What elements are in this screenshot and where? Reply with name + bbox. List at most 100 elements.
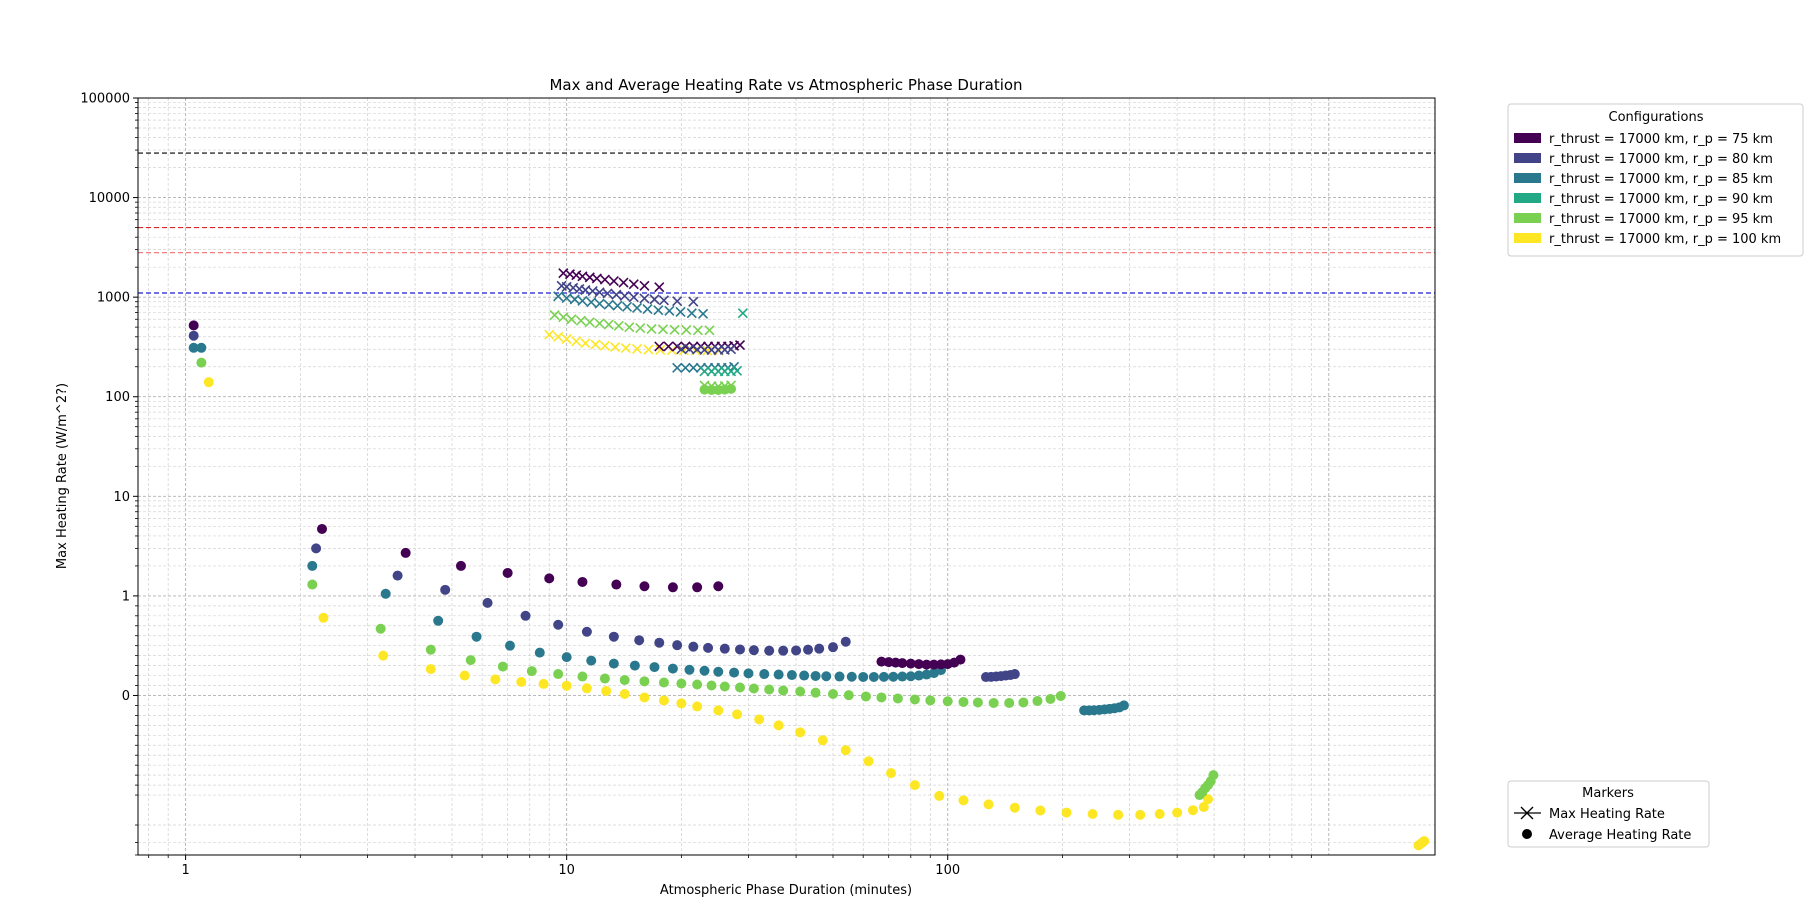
avg-heating-point <box>520 610 531 621</box>
max-heating-point <box>663 341 674 352</box>
avg-heating-point <box>526 666 537 677</box>
avg-heating-point <box>667 663 678 674</box>
avg-heating-point <box>713 666 724 677</box>
max-heating-point <box>603 299 614 310</box>
legend-swatch <box>1514 193 1541 203</box>
max-heating-point <box>657 324 669 335</box>
avg-heating-point <box>729 667 740 678</box>
avg-heating-point <box>699 384 710 395</box>
avg-heating-point <box>876 656 887 667</box>
avg-heating-point <box>892 693 903 704</box>
avg-heating-point <box>905 658 916 669</box>
avg-heating-point <box>599 673 610 684</box>
avg-heating-point <box>577 671 588 682</box>
max-heating-point <box>628 292 639 303</box>
max-heating-point <box>591 273 602 284</box>
max-heating-point <box>639 293 650 304</box>
max-heating-point <box>664 305 675 316</box>
max-heating-point <box>619 290 630 301</box>
avg-heating-point <box>719 681 730 692</box>
avg-heating-point <box>778 685 789 696</box>
avg-heating-point <box>380 588 391 599</box>
avg-heating-point <box>440 584 451 595</box>
avg-heating-point <box>699 665 710 676</box>
avg-heating-point <box>455 560 466 571</box>
avg-heating-point <box>672 640 683 651</box>
legend-swatch <box>1514 213 1541 223</box>
series-max-0 <box>558 268 665 293</box>
avg-heating-point <box>1035 805 1046 816</box>
avg-heating-point <box>619 688 630 699</box>
legend-config-label: r_thrust = 17000 km, r_p = 90 km <box>1549 192 1773 207</box>
max-heating-point <box>575 315 586 326</box>
legend-x-marker <box>1520 806 1534 820</box>
legend-marker-label: Average Heating Rate <box>1549 828 1691 843</box>
avg-heating-point <box>795 686 806 697</box>
series-avg-1 <box>188 330 851 656</box>
legend-marker-label: Max Heating Rate <box>1549 807 1665 822</box>
avg-heating-point <box>1208 770 1219 781</box>
avg-heating-point <box>497 661 508 672</box>
max-heating-point <box>684 344 695 355</box>
max-heating-point <box>655 344 666 356</box>
max-heating-point <box>681 324 692 336</box>
avg-heating-point <box>1045 693 1056 704</box>
max-heating-point <box>646 323 657 334</box>
max-heating-point <box>704 325 715 336</box>
avg-heating-point <box>658 695 669 706</box>
avg-heating-point <box>471 631 482 642</box>
max-heating-point <box>628 279 639 290</box>
max-heating-point <box>672 362 683 373</box>
max-heating-point <box>608 276 619 287</box>
avg-heating-point <box>886 768 897 779</box>
avg-heating-point <box>1118 700 1129 711</box>
avg-heating-point <box>1055 690 1066 701</box>
avg-heating-point <box>840 745 851 756</box>
max-heating-point <box>553 291 564 302</box>
avg-heating-point <box>400 547 411 558</box>
legend-configurations: Configurations r_thrust = 17000 km, r_p … <box>1507 103 1804 257</box>
series-max-1 <box>556 280 699 307</box>
avg-heating-point <box>846 671 857 682</box>
avg-heating-point <box>619 675 630 686</box>
avg-heating-point <box>868 671 879 682</box>
avg-heating-point <box>318 612 329 623</box>
legend-swatch <box>1514 133 1541 143</box>
avg-heating-point <box>684 664 695 675</box>
series-avg-2 <box>188 342 946 682</box>
max-heating-point <box>584 317 595 328</box>
y-tick-label: 0 <box>122 689 130 704</box>
avg-heating-point <box>1009 802 1020 813</box>
avg-heating-point <box>764 645 775 656</box>
avg-heating-point <box>639 581 650 592</box>
x-axis-label: Atmospheric Phase Duration (minutes) <box>660 883 912 898</box>
series-max-4 <box>549 310 715 336</box>
max-heating-point <box>618 277 629 288</box>
legend-config-label: r_thrust = 17000 km, r_p = 100 km <box>1549 232 1781 247</box>
avg-heating-point <box>1009 669 1020 680</box>
avg-heating-point <box>921 659 932 670</box>
avg-heating-point <box>913 659 924 670</box>
avg-heating-point <box>577 576 588 587</box>
max-heating-point <box>642 303 653 315</box>
avg-heating-point <box>307 579 318 590</box>
avg-heating-point <box>828 642 839 653</box>
max-heating-point <box>725 344 737 355</box>
series-avg-2 <box>1079 700 1129 716</box>
avg-heating-point <box>654 637 665 648</box>
series-avg-0 <box>188 320 724 593</box>
max-heating-point <box>658 295 670 306</box>
max-heating-point <box>672 296 683 307</box>
max-heating-point <box>599 274 610 285</box>
max-heating-point <box>553 331 564 342</box>
max-heating-point <box>561 333 572 345</box>
avg-heating-point <box>692 582 703 593</box>
avg-heating-point <box>972 697 983 708</box>
avg-heating-point <box>692 679 703 690</box>
avg-heating-point <box>734 682 745 693</box>
max-heating-point <box>675 306 686 318</box>
avg-heating-point <box>706 680 717 691</box>
avg-heating-point <box>1004 697 1015 708</box>
